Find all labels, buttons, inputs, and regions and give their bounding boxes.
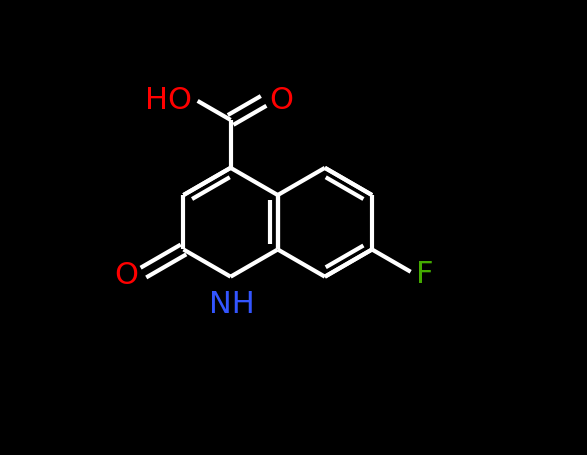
Text: HO: HO (146, 86, 193, 114)
Text: NH: NH (210, 289, 255, 318)
Text: O: O (269, 86, 293, 114)
Text: O: O (114, 260, 138, 289)
Text: F: F (416, 259, 433, 288)
